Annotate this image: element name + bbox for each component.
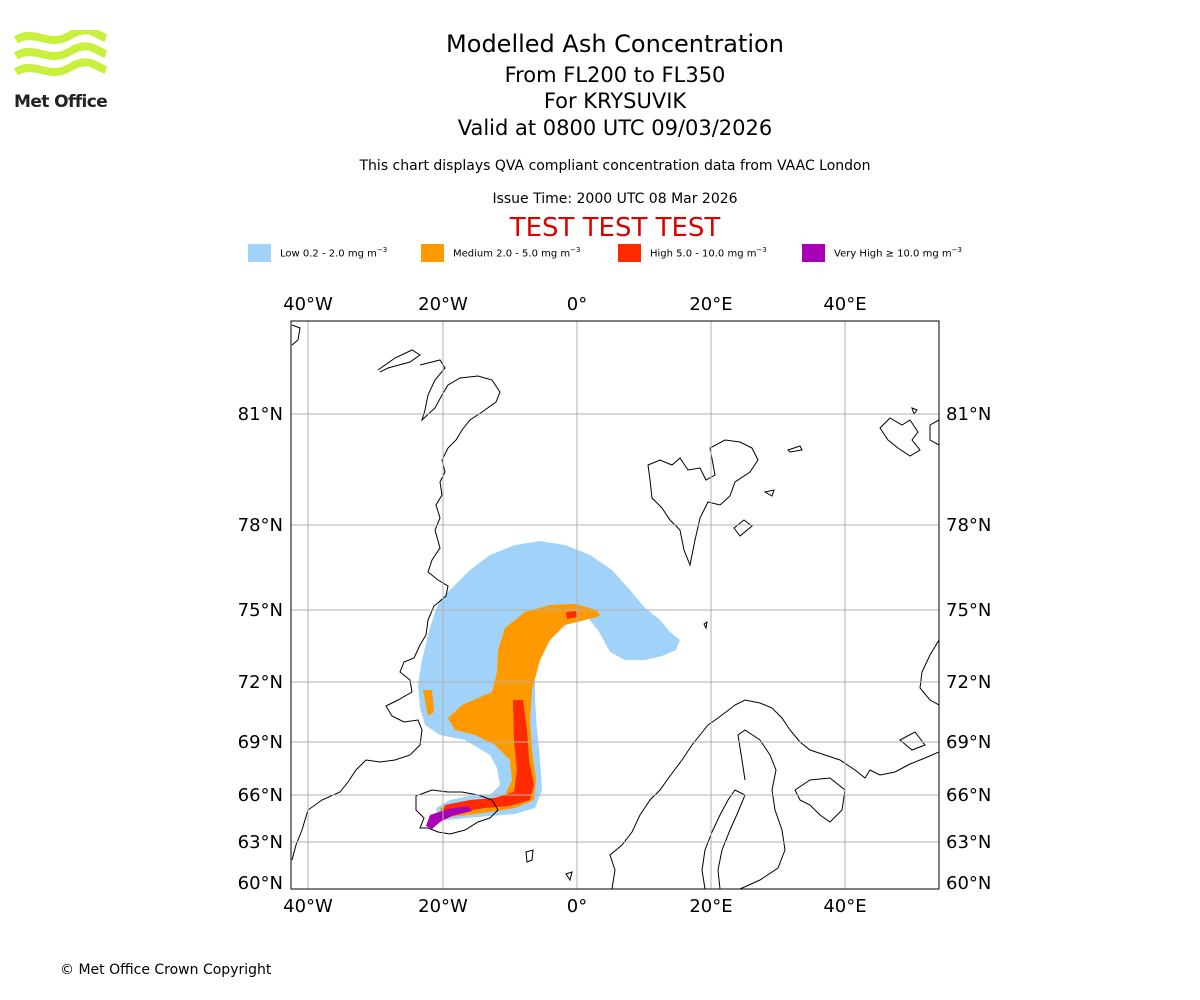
lat-label-right: 69°N [946,732,991,753]
legend-swatch-very-high [802,244,825,262]
lat-label-left: 81°N [238,404,283,425]
gridlines [291,321,939,889]
lon-label-bottom: 20°E [689,896,732,917]
flight-levels: From FL200 to FL350 [504,63,726,87]
small-islands [525,620,708,882]
white-sea-coast [794,731,926,823]
lon-label-bottom: 20°W [418,896,468,917]
lat-label-right: 81°N [946,404,991,425]
ash-very-high-area [426,806,472,829]
legend-swatch-low [248,244,271,262]
ash-high-area [436,611,577,826]
legend-swatch-high [618,244,641,262]
met-office-waves-icon [13,26,108,76]
volcano-name: For KRYSUVIK [543,89,687,113]
legend-label-high: High 5.0 - 10.0 mg m [650,248,757,260]
svalbard-coast [647,439,803,567]
issue-time: Issue Time: 2000 UTC 08 Mar 2026 [492,191,738,207]
map-frame [290,320,940,890]
iceland-coast [415,789,499,835]
lon-label-bottom: 40°W [283,896,333,917]
ash-layers [418,541,680,829]
test-banner: TEST TEST TEST [509,213,721,243]
lon-label-bottom: 40°E [823,896,866,917]
lat-label-right: 63°N [946,832,991,853]
lat-label-left: 75°N [238,600,283,621]
lat-label-right: 72°N [946,672,991,693]
legend-label-very-high: Very High ≥ 10.0 mg m [834,248,952,260]
ash-low-area [418,541,680,820]
lat-label-left: 69°N [238,732,283,753]
lat-label-left: 63°N [238,832,283,853]
legend-label-low: Low 0.2 - 2.0 mg m [280,248,377,260]
lat-label-right: 78°N [946,515,991,536]
ash-medium-area [423,604,600,818]
copyright-notice: © Met Office Crown Copyright [60,962,272,978]
novaya-zemlya-coast [919,639,939,706]
lat-label-right: 75°N [946,600,991,621]
legend-swatch-medium [421,244,444,262]
logo-wordmark: Met Office [14,92,108,112]
lon-label-bottom: 0° [567,896,587,917]
finland-sweden-coast [701,729,786,889]
lat-label-left: 66°N [238,785,283,806]
lat-label-right: 60°N [946,873,991,894]
chart-title: Modelled Ash Concentration [446,30,784,58]
valid-time: Valid at 0800 UTC 09/03/2026 [457,116,773,140]
met-office-logo: Met Office [13,26,109,112]
lon-label-top: 40°E [823,294,866,315]
greenland-coast [291,349,501,861]
lon-label-top: 20°W [418,294,468,315]
lat-label-left: 78°N [238,515,283,536]
greenland-nw-coast [291,324,301,346]
lat-label-left: 72°N [238,672,283,693]
scandinavia-coast [609,699,939,889]
lon-label-top: 40°W [283,294,333,315]
lon-label-top: 0° [567,294,587,315]
source-note: This chart displays QVA compliant concen… [359,158,871,174]
franz-josef-land-coast [879,407,939,457]
lat-label-left: 60°N [238,873,283,894]
coastlines [291,324,939,889]
lon-label-top: 20°E [689,294,732,315]
legend-label-medium: Medium 2.0 - 5.0 mg m [453,248,571,260]
lat-label-right: 66°N [946,785,991,806]
